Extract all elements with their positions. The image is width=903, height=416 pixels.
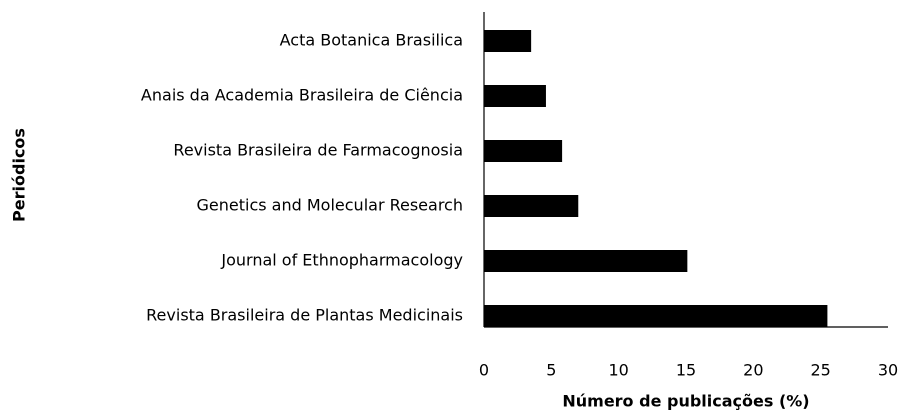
y-tick-label: Anais da Academia Brasileira de Ciência <box>141 86 463 105</box>
x-tick-label: 0 <box>479 361 489 380</box>
bar <box>484 30 532 52</box>
y-axis-title: Periódicos <box>10 128 29 222</box>
x-tick-label: 30 <box>878 361 898 380</box>
x-tick-label: 15 <box>676 361 696 380</box>
bar <box>484 195 579 217</box>
x-tick-label: 5 <box>546 361 556 380</box>
x-tick-label: 10 <box>608 361 628 380</box>
x-tick-label: 25 <box>810 361 830 380</box>
x-axis-title: Número de publicações (%) <box>562 392 809 411</box>
y-tick-label: Genetics and Molecular Research <box>197 196 463 215</box>
y-tick-label: Journal of Ethnopharmacology <box>220 251 463 270</box>
bar <box>484 305 828 327</box>
bar <box>484 140 563 162</box>
y-tick-label: Revista Brasileira de Plantas Medicinais <box>146 306 463 325</box>
y-tick-label: Acta Botanica Brasilica <box>280 31 463 50</box>
bar <box>484 250 688 272</box>
bar <box>484 85 546 107</box>
y-tick-label: Revista Brasileira de Farmacognosia <box>173 141 463 160</box>
x-tick-label: 20 <box>743 361 763 380</box>
